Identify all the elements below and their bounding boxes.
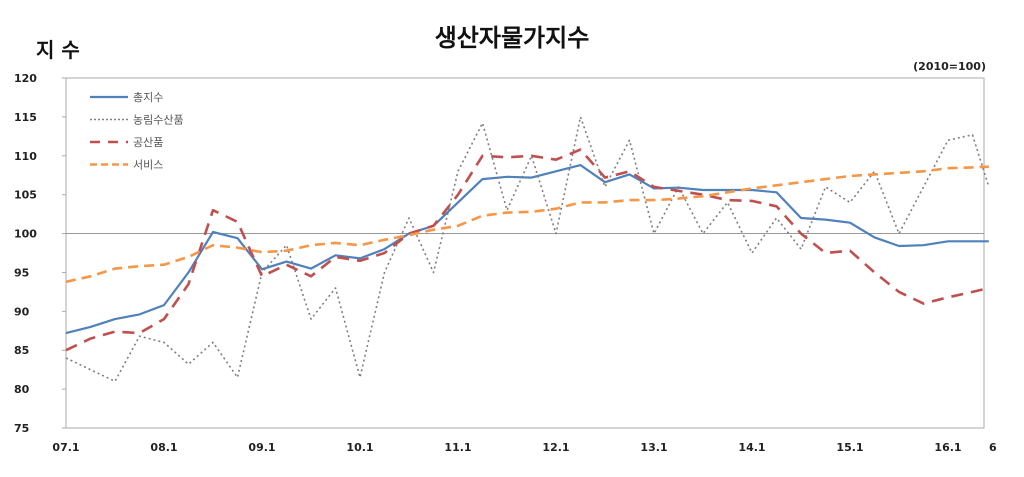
x-tick-label: 12.1 bbox=[542, 441, 569, 454]
x-tick-label: 15.1 bbox=[836, 441, 863, 454]
y-tick-label: 100 bbox=[14, 228, 37, 241]
legend-label: 총지수 bbox=[133, 91, 163, 104]
y-tick-label: 110 bbox=[14, 150, 37, 163]
y-tick-label: 95 bbox=[14, 266, 29, 279]
series-line-2 bbox=[65, 148, 990, 352]
series-line-1 bbox=[65, 116, 990, 383]
y-tick-label: 80 bbox=[14, 383, 30, 396]
unit-note: (2010=100) bbox=[913, 60, 986, 73]
y-tick-label: 85 bbox=[14, 344, 29, 357]
series-line-0 bbox=[65, 164, 989, 335]
legend-label: 서비스 bbox=[133, 159, 163, 172]
y-axis-label: 지 수 bbox=[36, 38, 80, 62]
x-tick-label: 08.1 bbox=[150, 441, 177, 454]
y-tick-label: 90 bbox=[14, 305, 30, 318]
x-tick-label: 6 bbox=[989, 441, 997, 454]
chart-title: 생산자물가지수 bbox=[434, 23, 590, 52]
x-tick-label: 16.1 bbox=[934, 441, 961, 454]
y-tick-label: 105 bbox=[14, 189, 37, 202]
plot-area bbox=[65, 77, 985, 429]
x-tick-label: 11.1 bbox=[444, 441, 471, 454]
series-line-3 bbox=[65, 165, 989, 284]
x-tick-label: 10.1 bbox=[346, 441, 373, 454]
x-tick-label: 14.1 bbox=[738, 441, 765, 454]
legend-label: 공산품 bbox=[133, 136, 163, 149]
legend-label: 농림수산품 bbox=[133, 114, 184, 127]
x-tick-label: 09.1 bbox=[248, 441, 275, 454]
y-tick-label: 75 bbox=[14, 422, 29, 435]
x-tick-label: 13.1 bbox=[640, 441, 667, 454]
x-tick-label: 07.1 bbox=[52, 441, 79, 454]
y-tick-label: 120 bbox=[14, 72, 37, 85]
y-tick-label: 115 bbox=[14, 111, 37, 124]
